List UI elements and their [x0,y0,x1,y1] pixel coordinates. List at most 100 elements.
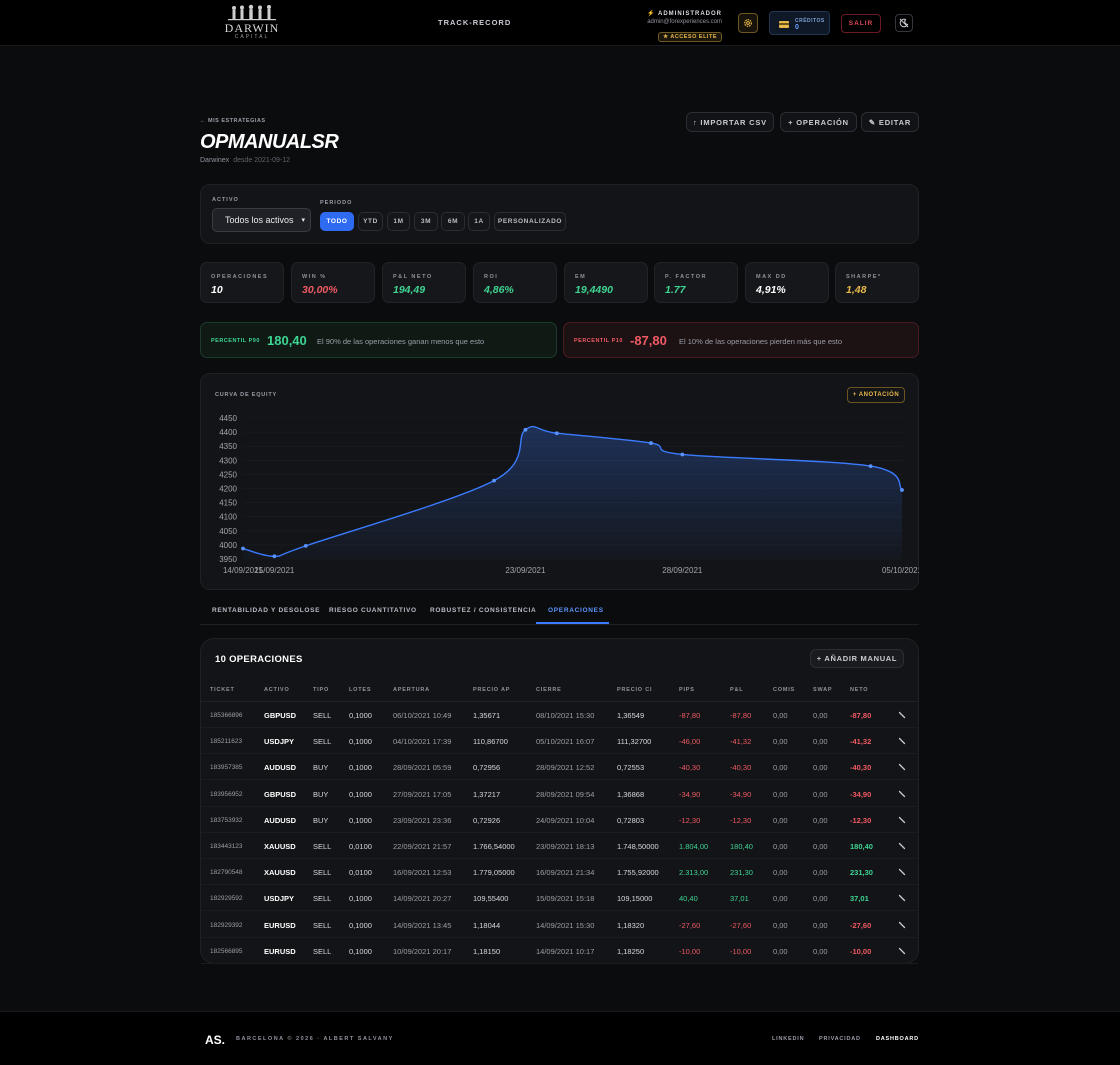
cell-cierre: 15/09/2021 15:18 [536,894,595,904]
tab-operaciones[interactable]: OPERACIONES [548,607,604,614]
add-operation-button[interactable]: + OPERACIÓN [780,112,857,132]
kpi-em: EM 19,4490 [564,262,648,303]
x-tick-label: 28/09/2021 [662,566,703,575]
cell-pips: -27,60 [679,920,701,930]
cell-cierre: 05/10/2021 16:07 [536,737,595,747]
cell-lotes: 0,1000 [349,946,372,956]
tab-robustez[interactable]: ROBUSTEZ / CONSISTENCIA [430,607,537,614]
cell-swap: 0,00 [813,920,828,930]
edit-pencil-icon[interactable] [898,816,906,824]
cell-p-l: -10,00 [730,946,752,956]
period-1a[interactable]: 1A [468,212,490,231]
footer-link-dashboard[interactable]: DASHBOARD [876,1036,919,1042]
cell-pips: -87,80 [679,711,701,720]
table-row[interactable]: 182929592 USDJPY SELL 0,1000 14/09/2021 20:2… [201,885,918,912]
cell-lotes: 0,0100 [349,842,372,851]
footer-link-privacidad[interactable]: PRIVACIDAD [819,1036,861,1042]
period-3m[interactable]: 3M [414,212,438,231]
cell-precio-ci: 1,18250 [617,946,645,956]
kpi-label: WIN % [302,274,327,280]
import-csv-button[interactable]: ↑ IMPORTAR CSV [686,112,774,132]
edit-pencil-icon[interactable] [898,842,906,850]
add-annotation-button[interactable]: + ANOTACIÓN [847,387,905,403]
equity-point[interactable] [492,478,496,483]
cell-precio-ci: 1,36868 [617,789,645,799]
period-personalizado[interactable]: PERSONALIZADO [494,212,566,231]
period-1m[interactable]: 1M [387,212,410,231]
asset-select[interactable]: Todos los activos ▾ [212,208,311,232]
cell-lotes: 0,1000 [349,894,372,904]
cell-activo: AUDUSD [264,763,297,773]
table-row[interactable]: 183443123 XAUUSD SELL 0,0100 22/09/2021 21:5… [201,833,918,859]
cell-pips: 40,40 [679,894,698,904]
back-link[interactable]: ← MIS ESTRATEGIAS [200,118,266,124]
equity-point[interactable] [241,546,245,551]
footer-link-linkedin[interactable]: LINKEDIN [772,1036,805,1042]
edit-pencil-icon[interactable] [898,921,906,929]
table-row[interactable]: 185366896 GBPUSD SELL 0,1000 06/10/2021 10:4… [201,702,918,728]
cell-lotes: 0,1000 [349,815,372,825]
column-header: TIPO [313,687,330,693]
period-ytd[interactable]: YTD [358,212,383,231]
kpi-label: EM [575,274,587,280]
edit-button[interactable]: ✎ EDITAR [861,112,919,132]
equity-point[interactable] [649,441,653,445]
cell-tipo: BUY [313,763,329,773]
credits-button[interactable]: CRÉDITOS 0 [769,11,830,35]
logo-text: DARWIN [224,21,280,35]
edit-pencil-icon[interactable] [898,790,906,798]
edit-pencil-icon[interactable] [898,947,906,955]
equity-point[interactable] [680,452,685,457]
darwin-logo[interactable]: DARWIN CAPITAL [222,4,282,42]
logout-button[interactable]: SALIR [841,14,881,33]
equity-point[interactable] [523,427,528,432]
footer-logo[interactable]: AS. [205,1033,226,1047]
periodo-label: PERIODO [320,200,353,206]
tab-riesgo[interactable]: RIESGO CUANTITATIVO [329,607,417,614]
period-todo[interactable]: TODO [320,212,354,231]
kpi-label: OPERACIONES [211,274,269,280]
table-row[interactable]: 185211623 USDJPY SELL 0,1000 04/10/2021 17:3… [201,728,918,755]
cell-precio-ci: 109,15000 [617,894,653,904]
edit-pencil-icon[interactable] [898,894,906,902]
table-row[interactable]: 182566895 EURUSD SELL 0,1000 10/09/2021 20:1… [201,938,918,964]
table-row[interactable]: 183957385 AUDUSD BUY 0,1000 28/09/2021 05:59… [201,754,918,781]
cell-neto: 37,01 [850,894,869,904]
table-row[interactable]: 182790548 XAUUSD SELL 0,0100 16/09/2021 12:5… [201,859,918,886]
equity-point[interactable] [303,543,308,548]
cell-ticket: 183443123 [210,843,243,850]
column-header: APERTURA [393,687,430,693]
add-manual-button[interactable]: + AÑADIR MANUAL [810,649,904,668]
active-tab-indicator [536,622,609,624]
cell-swap: 0,00 [813,815,828,825]
theme-toggle-button[interactable] [895,14,913,32]
cell-pips: -46,00 [679,737,701,747]
kpi-value: 19,4490 [575,284,613,296]
cell-pips: -40,30 [679,763,701,773]
edit-pencil-icon[interactable] [898,711,906,719]
table-row[interactable]: 183956952 GBPUSD BUY 0,1000 27/09/2021 17:05… [201,781,918,807]
x-tick-label: 15/09/2021 [254,566,295,575]
kpi-roi: ROI 4,86% [473,262,557,303]
table-row[interactable]: 183753932 AUDUSD BUY 0,1000 23/09/2021 23:36… [201,807,918,833]
edit-pencil-icon[interactable] [898,763,906,771]
cell-ticket: 182566895 [210,947,243,955]
cell-p-l: 180,40 [730,842,753,851]
equity-point[interactable] [554,431,559,436]
nav-track-record[interactable]: TRACK-RECORD [438,18,512,27]
table-row[interactable]: 182929392 EURUSD SELL 0,1000 14/09/2021 13:4… [201,912,918,938]
tab-rentabilidad[interactable]: RENTABILIDAD Y DESGLOSE [212,607,321,614]
edit-pencil-icon[interactable] [898,868,906,876]
cell-p-l: -41,32 [730,737,752,747]
edit-pencil-icon[interactable] [898,737,906,745]
cell-tipo: SELL [313,868,332,878]
cell-activo: XAUUSD [264,842,296,851]
cell-activo: USDJPY [264,737,295,747]
column-header: TICKET [210,687,235,693]
equity-point[interactable] [900,488,904,492]
equity-point[interactable] [272,554,277,559]
period-6m[interactable]: 6M [441,212,465,231]
kpi-value: 1.77 [665,284,686,296]
equity-point[interactable] [868,464,873,469]
settings-button[interactable] [738,13,758,33]
